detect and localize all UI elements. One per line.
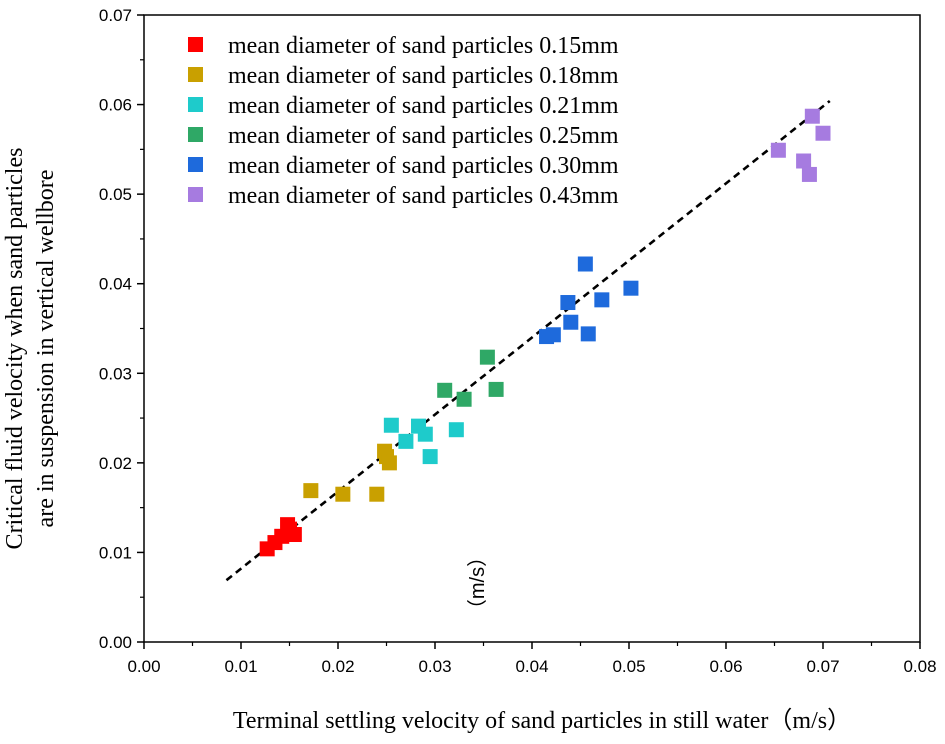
y-axis-title-line: Critical fluid velocity when sand partic… bbox=[2, 148, 28, 550]
y-tick-label: 0.06 bbox=[99, 96, 132, 115]
legend-label: mean diameter of sand particles 0.18mm bbox=[228, 63, 619, 89]
data-point bbox=[417, 426, 433, 442]
data-point bbox=[479, 349, 495, 365]
data-point bbox=[796, 153, 812, 169]
x-tick-label: 0.00 bbox=[127, 657, 160, 676]
data-point bbox=[545, 327, 561, 343]
data-point bbox=[594, 292, 610, 308]
data-point bbox=[456, 391, 472, 407]
y-tick-label: 0.04 bbox=[99, 275, 132, 294]
data-point bbox=[815, 125, 831, 141]
x-tick-label: 0.03 bbox=[418, 657, 451, 676]
data-point bbox=[577, 256, 593, 272]
legend-marker bbox=[188, 187, 203, 202]
data-point bbox=[488, 381, 504, 397]
data-point bbox=[369, 486, 385, 502]
y-tick-label: 0.00 bbox=[99, 633, 132, 652]
legend-label: mean diameter of sand particles 0.21mm bbox=[228, 93, 619, 119]
legend-marker bbox=[188, 37, 203, 52]
y-tick-label: 0.05 bbox=[99, 185, 132, 204]
y-axis-title-line: are in suspension in vertical wellbore bbox=[33, 170, 59, 528]
y-tick-label: 0.07 bbox=[99, 6, 132, 25]
x-tick-label: 0.01 bbox=[224, 657, 257, 676]
data-point bbox=[580, 326, 596, 342]
legend-label: mean diameter of sand particles 0.15mm bbox=[228, 33, 619, 59]
data-point bbox=[398, 433, 414, 449]
x-tick-label: 0.08 bbox=[903, 657, 936, 676]
legend-marker bbox=[188, 67, 203, 82]
y-tick-label: 0.01 bbox=[99, 543, 132, 562]
data-point bbox=[437, 382, 453, 398]
data-point bbox=[422, 449, 438, 465]
legend-marker bbox=[188, 157, 203, 172]
data-point bbox=[381, 455, 397, 471]
fit-line-layer bbox=[225, 99, 831, 582]
data-point bbox=[623, 280, 639, 296]
y-tick-label: 0.02 bbox=[99, 454, 132, 473]
legend: mean diameter of sand particles 0.15mm me… bbox=[188, 33, 619, 209]
data-point bbox=[448, 422, 464, 438]
data-point bbox=[801, 166, 817, 182]
fit-line bbox=[225, 99, 831, 582]
data-point bbox=[286, 527, 302, 543]
data-point bbox=[563, 314, 579, 330]
x-tick-label: 0.04 bbox=[515, 657, 548, 676]
x-tick-label: 0.05 bbox=[612, 657, 645, 676]
x-tick-label: 0.06 bbox=[709, 657, 742, 676]
points-layer bbox=[259, 108, 831, 557]
data-point bbox=[383, 417, 399, 433]
data-point bbox=[303, 483, 319, 499]
legend-label: mean diameter of sand particles 0.25mm bbox=[228, 123, 619, 149]
x-tick-label: 0.02 bbox=[321, 657, 354, 676]
axes: 0.00 0.01 0.02 0.03 0.04 0.05 0.06 0.07 0.08 0.00… bbox=[99, 6, 937, 676]
data-point bbox=[335, 486, 351, 502]
legend-label: mean diameter of sand particles 0.43mm bbox=[228, 183, 619, 209]
legend-label: mean diameter of sand particles 0.30mm bbox=[228, 153, 619, 179]
x-tick-label: 0.07 bbox=[806, 657, 839, 676]
data-point bbox=[560, 295, 576, 311]
data-point bbox=[804, 108, 820, 124]
y-tick-label: 0.03 bbox=[99, 364, 132, 383]
unit-annotation: （m/s） bbox=[466, 547, 489, 619]
data-point bbox=[770, 142, 786, 158]
y-axis-title: Critical fluid velocity when sand partic… bbox=[2, 148, 59, 550]
legend-marker bbox=[188, 127, 203, 142]
legend-marker bbox=[188, 97, 203, 112]
x-axis-title: Terminal settling velocity of sand parti… bbox=[233, 708, 851, 734]
